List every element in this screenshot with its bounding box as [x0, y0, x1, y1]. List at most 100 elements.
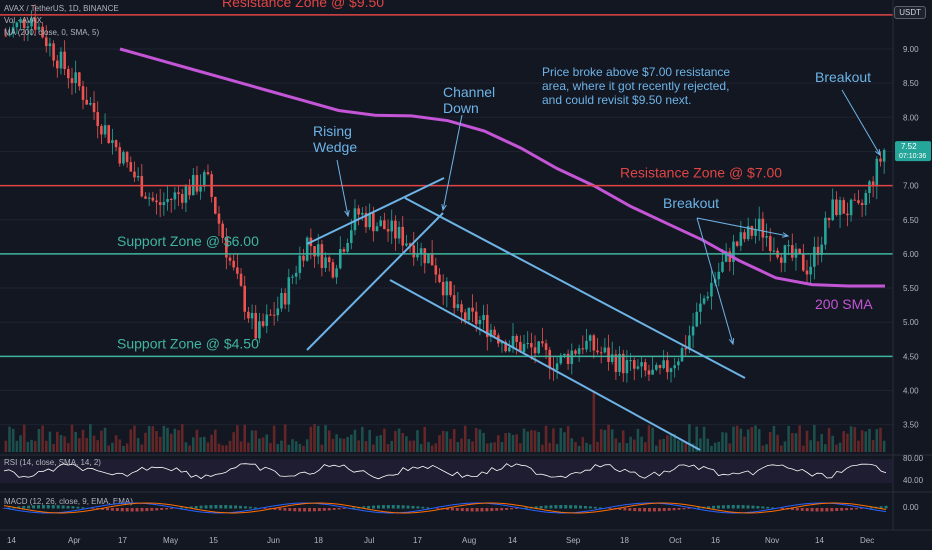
candle-body	[827, 217, 831, 221]
volume-bar	[857, 440, 860, 452]
volume-bar	[765, 444, 768, 452]
volume-bar	[298, 443, 302, 452]
candle-body	[691, 326, 695, 336]
candle-body	[151, 197, 155, 201]
candle-body	[206, 172, 210, 175]
candle-body	[232, 260, 235, 268]
volume-bar	[133, 425, 136, 452]
volume-bar	[868, 428, 871, 452]
candle-body	[853, 199, 857, 201]
macd-histogram-bar	[756, 505, 760, 509]
volume-bar	[640, 436, 643, 452]
candle-body	[74, 72, 77, 84]
price-tick-label: 5.00	[903, 318, 919, 327]
macd-histogram-bar	[411, 505, 415, 509]
candle-body	[463, 312, 467, 321]
volume-bar	[316, 425, 320, 452]
volume-bar	[412, 440, 416, 452]
volume-bar	[375, 436, 379, 452]
candle-body	[423, 248, 427, 264]
volume-bar	[445, 431, 449, 452]
macd-histogram-bar	[687, 508, 691, 509]
volume-bar	[647, 425, 651, 452]
macd-histogram-bar	[638, 508, 642, 512]
volume-bar	[522, 428, 526, 452]
volume-bar	[482, 432, 485, 452]
candle-body	[272, 314, 276, 316]
candle-body	[816, 246, 820, 255]
volume-bar	[680, 441, 684, 452]
candle-body	[504, 341, 507, 352]
candle-body	[136, 176, 140, 178]
candle-body	[603, 347, 607, 353]
candle-body	[533, 347, 537, 354]
candle-body	[195, 175, 199, 192]
candle-body	[838, 200, 842, 215]
currency-badge[interactable]: USDT	[894, 6, 926, 19]
volume-bar	[180, 424, 184, 452]
candle-body	[188, 186, 191, 196]
candle-body	[835, 199, 838, 215]
volume-bar	[199, 437, 202, 452]
volume-bar	[210, 434, 213, 452]
rsi-tick-label: 80.00	[903, 454, 924, 463]
volume-bar	[335, 434, 338, 452]
macd-histogram-bar	[27, 505, 31, 509]
volume-bar	[875, 429, 879, 452]
candle-body	[434, 265, 438, 275]
candle-body	[364, 212, 368, 228]
macd-histogram-bar	[436, 508, 440, 509]
candle-body	[559, 355, 563, 364]
volume-bar	[441, 430, 445, 452]
macd-histogram-bar	[850, 508, 854, 510]
volume-bar	[732, 426, 735, 452]
rsi-tick-label: 40.00	[903, 476, 924, 485]
candle-body	[96, 112, 99, 127]
candle-body	[680, 348, 684, 362]
macd-histogram-bar	[647, 508, 651, 512]
volume-bar	[129, 429, 133, 452]
macd-histogram-bar	[588, 506, 592, 509]
candle-body	[849, 199, 853, 216]
volume-bar	[243, 424, 246, 452]
macd-histogram-bar	[559, 505, 563, 509]
macd-histogram-bar	[574, 505, 578, 509]
volume-bar	[162, 425, 166, 452]
volume-bar	[577, 445, 581, 452]
candle-body	[754, 229, 757, 236]
volume-bar	[802, 445, 805, 452]
candle-body	[724, 251, 728, 262]
macd-histogram-bar	[697, 507, 701, 509]
volume-bar	[22, 424, 26, 452]
candle-body	[702, 298, 706, 304]
candle-body	[805, 270, 809, 275]
macd-histogram-bar	[859, 508, 863, 509]
channel-down-label: Channel	[443, 84, 495, 100]
candle-body	[452, 295, 456, 308]
candle-body	[471, 307, 474, 312]
macd-histogram-bar	[101, 508, 105, 510]
volume-bar	[67, 443, 70, 452]
volume-bar	[673, 434, 676, 452]
macd-histogram-bar	[253, 507, 257, 509]
time-tick-label: May	[163, 536, 178, 545]
macd-histogram-bar	[130, 508, 134, 512]
macd-histogram-bar	[465, 508, 469, 512]
macd-histogram-bar	[352, 507, 356, 509]
volume-bar	[533, 430, 537, 452]
macd-histogram-bar	[598, 507, 602, 509]
candle-body	[875, 158, 879, 187]
candle-body	[857, 200, 860, 203]
macd-histogram-bar	[150, 508, 154, 511]
volume-bar	[651, 427, 654, 452]
macd-histogram-bar	[746, 505, 750, 509]
candle-body	[515, 336, 518, 342]
macd-histogram-bar	[56, 505, 60, 509]
volume-bar	[386, 444, 390, 452]
macd-histogram-bar	[643, 508, 647, 512]
macd-histogram-bar	[554, 505, 558, 509]
time-tick-label: Sep	[566, 536, 581, 545]
level-label: Resistance Zone @ $9.50	[222, 0, 384, 10]
macd-histogram-bar	[41, 505, 45, 509]
